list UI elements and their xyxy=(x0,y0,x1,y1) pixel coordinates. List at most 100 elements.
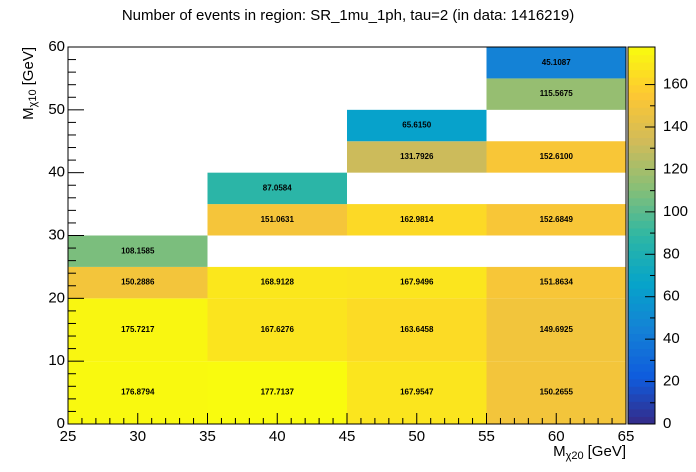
colorbar-step xyxy=(628,152,655,161)
cell-label: 151.0631 xyxy=(261,215,295,224)
colorbar-step xyxy=(628,273,655,282)
colorbar-step xyxy=(628,303,655,312)
colorbar-step xyxy=(628,356,655,365)
colorbar-step xyxy=(628,280,655,289)
colorbar-step xyxy=(628,393,655,402)
colorbar-step xyxy=(628,363,655,372)
cell-label: 151.8634 xyxy=(540,278,574,287)
colorbar-step xyxy=(628,416,655,425)
cell-label: 65.6150 xyxy=(402,121,431,130)
cell-label: 149.6925 xyxy=(540,325,574,334)
colorbar-step xyxy=(628,386,655,395)
colorbar-step xyxy=(628,250,655,259)
colorbar-step xyxy=(628,258,655,267)
colorbar-tick-label: 0 xyxy=(663,415,671,432)
x-tick-label: 25 xyxy=(60,428,77,445)
heatmap-cell xyxy=(68,266,208,299)
colorbar-step xyxy=(628,220,655,229)
y-label-main: M xyxy=(20,107,37,120)
colorbar-step xyxy=(628,54,655,63)
heatmap-cell xyxy=(207,266,347,299)
x-tick-label: 50 xyxy=(408,428,425,445)
colorbar-step xyxy=(628,310,655,319)
heatmap-cell xyxy=(68,298,208,362)
y-tick-label: 50 xyxy=(48,101,65,118)
heatmap-cell xyxy=(486,47,626,79)
colorbar-step xyxy=(628,137,655,146)
y-label-sub: χ10 xyxy=(27,89,39,107)
cell-label: 167.6276 xyxy=(261,325,295,334)
colorbar-frame xyxy=(627,46,656,425)
x-tick-label: 65 xyxy=(618,428,635,445)
y-label-unit: [GeV] xyxy=(20,47,37,85)
colorbar-step xyxy=(628,401,655,410)
colorbar-step xyxy=(628,92,655,101)
x-tick-label: 40 xyxy=(269,428,286,445)
cell-label: 108.1585 xyxy=(121,246,155,255)
x-label-sub: χ20 xyxy=(566,450,584,462)
colorbar-step xyxy=(628,160,655,169)
heatmap-cell xyxy=(207,204,347,236)
heatmap-cell xyxy=(207,298,347,362)
colorbar-step xyxy=(628,378,655,387)
colorbar-step xyxy=(628,408,655,417)
cell-label: 177.7137 xyxy=(261,388,295,397)
colorbar-step xyxy=(628,99,655,108)
x-label-unit: [GeV] xyxy=(588,443,626,460)
cell-label: 175.7217 xyxy=(121,325,155,334)
colorbar-step xyxy=(628,243,655,252)
y-tick-label: 10 xyxy=(48,352,65,369)
colorbar-tick-label: 100 xyxy=(663,203,688,220)
heatmap-cell xyxy=(347,266,487,299)
colorbar-tick-label: 20 xyxy=(663,373,680,390)
chart-title: Number of events in region: SR_1mu_1ph, … xyxy=(122,7,574,24)
colorbar-step xyxy=(628,114,655,123)
heatmap-cell xyxy=(486,78,626,110)
colorbar-tick-label: 140 xyxy=(663,118,688,135)
colorbar-step xyxy=(628,145,655,154)
heatmap-cell xyxy=(207,172,347,205)
colorbar-step xyxy=(628,62,655,71)
cell-label: 168.9128 xyxy=(261,278,295,287)
x-tick-label: 55 xyxy=(478,428,495,445)
heatmap-cell xyxy=(347,298,487,362)
y-tick-label: 60 xyxy=(48,38,65,55)
colorbar-step xyxy=(628,371,655,380)
cell-label: 45.1087 xyxy=(542,58,571,67)
y-tick-label: 40 xyxy=(48,164,65,181)
heatmap-cell xyxy=(347,204,487,236)
cell-label: 167.9496 xyxy=(400,278,434,287)
colorbar-step xyxy=(628,333,655,342)
heatmap-cell xyxy=(486,141,626,173)
colorbar-step xyxy=(628,182,655,191)
colorbar-tick-label: 40 xyxy=(663,330,680,347)
cell-label: 152.6849 xyxy=(540,215,574,224)
cell-label: 163.6458 xyxy=(400,325,434,334)
y-tick-label: 30 xyxy=(48,226,65,243)
x-tick-label: 30 xyxy=(129,428,146,445)
colorbar-step xyxy=(628,227,655,236)
heatmap-cell xyxy=(347,109,487,142)
colorbar-tick-label: 80 xyxy=(663,245,680,262)
cell-label: 152.6100 xyxy=(540,152,574,161)
colorbar-step xyxy=(628,129,655,138)
colorbar-step xyxy=(628,47,655,56)
cell-label: 131.7926 xyxy=(400,152,434,161)
colorbar-step xyxy=(628,288,655,297)
colorbar-step xyxy=(628,318,655,327)
x-tick-label: 45 xyxy=(339,428,356,445)
colorbar-step xyxy=(628,197,655,206)
colorbar-tick-label: 60 xyxy=(663,288,680,305)
colorbar-step xyxy=(628,190,655,199)
heatmap-cell xyxy=(347,141,487,173)
colorbar-step xyxy=(628,107,655,116)
colorbar-step xyxy=(628,69,655,78)
x-tick-label: 60 xyxy=(548,428,565,445)
colorbar-step xyxy=(628,295,655,304)
x-axis-label: Mχ20 [GeV] xyxy=(553,443,626,462)
cell-label: 87.0584 xyxy=(263,183,292,192)
heatmap-cell xyxy=(486,298,626,362)
x-tick-label: 35 xyxy=(199,428,216,445)
colorbar-step xyxy=(628,348,655,357)
cell-label: 176.8794 xyxy=(121,388,155,397)
